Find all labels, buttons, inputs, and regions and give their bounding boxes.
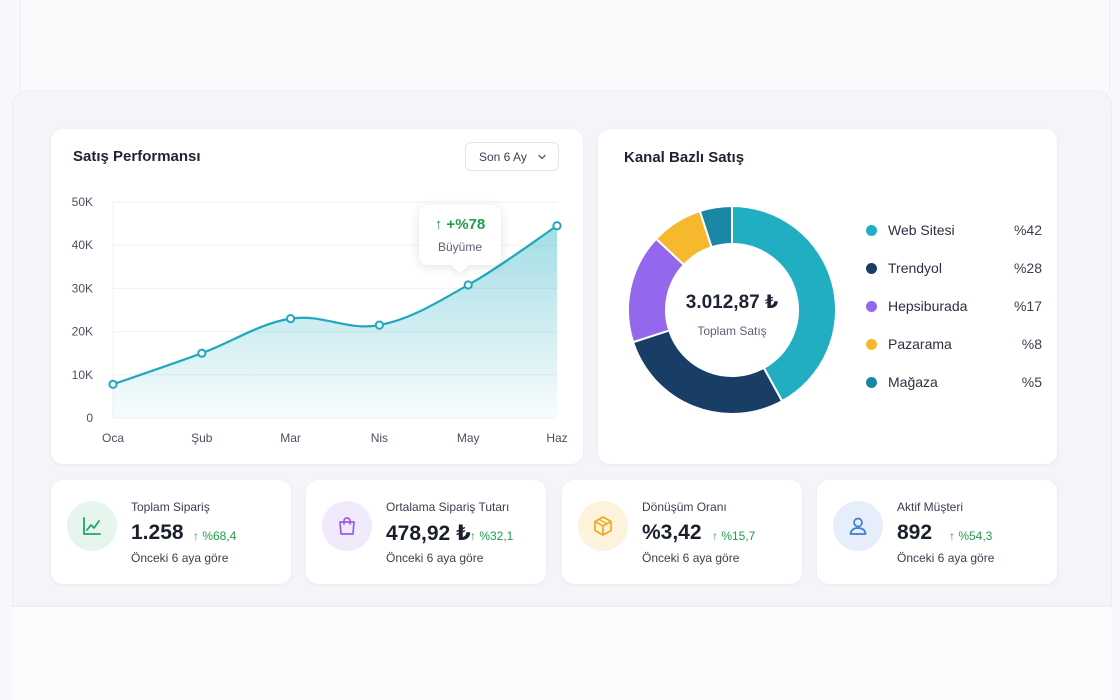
stat-icon-bg — [322, 501, 372, 551]
donut-slice-trendyol[interactable] — [631, 329, 784, 415]
stat-card-total-orders: Toplam Sipariş 1.258 ↑ %68,4 Önceki 6 ay… — [51, 480, 291, 584]
shopping-bag-icon — [339, 517, 355, 535]
stat-label: Dönüşüm Oranı — [642, 500, 727, 514]
stat-icon-bg — [833, 501, 883, 551]
data-point[interactable] — [552, 221, 562, 231]
y-tick-label: 50K — [72, 195, 93, 209]
legend-percent: %17 — [1013, 298, 1042, 314]
legend-percent: %5 — [1021, 374, 1042, 390]
x-tick-label: Mar — [280, 431, 301, 445]
y-tick-label: 20K — [72, 325, 93, 339]
stat-change: ↑ %15,7 — [712, 529, 756, 543]
legend-dot — [866, 263, 877, 274]
legend-label: Hepsiburada — [888, 298, 968, 314]
sales-performance-card: 0 10K 20K 30K 40K 50K Oca Şub Mar Nis May Haz Satış… — [51, 129, 583, 464]
y-tick-label: 10K — [72, 368, 93, 382]
stat-value: 1.258 — [131, 521, 184, 544]
legend-dot — [866, 225, 877, 236]
legend-percent: %28 — [1013, 260, 1042, 276]
legend-label: Trendyol — [888, 260, 942, 276]
growth-label: Büyüme — [437, 240, 483, 254]
period-dropdown[interactable]: Son 6 Ay — [465, 142, 559, 171]
user-icon — [849, 517, 867, 535]
stat-icon-bg — [578, 501, 628, 551]
chevron-down-icon — [538, 154, 546, 159]
sales-area-fill — [113, 225, 557, 418]
donut-slice-mağaza[interactable] — [698, 204, 733, 249]
stat-label: Aktif Müşteri — [897, 500, 964, 514]
stat-card-active-customers: Aktif Müşteri 892 ↑ %54,3 Önceki 6 aya g… — [817, 480, 1057, 584]
stat-subtitle: Önceki 6 aya göre — [131, 551, 229, 565]
channel-donut-chart — [627, 204, 837, 415]
x-tick-label: Nis — [371, 431, 388, 445]
stat-change: ↑ %68,4 — [193, 529, 237, 543]
legend-dot — [866, 301, 877, 312]
sales-line-chart: 0 10K 20K 30K 40K 50K Oca Şub Mar Nis May Haz — [72, 195, 568, 445]
chart-line-icon — [83, 517, 101, 535]
legend-dot — [866, 377, 877, 388]
stat-card-avg-order-amount: Ortalama Sipariş Tutarı 478,92 ₺ ↑ %32,1… — [306, 480, 546, 584]
x-tick-label: May — [457, 431, 480, 445]
stat-value: %3,42 — [642, 521, 702, 544]
growth-value: ↑ +%78 — [434, 216, 486, 233]
box-icon — [594, 516, 612, 536]
stat-label: Toplam Sipariş — [131, 500, 210, 514]
period-dropdown-label: Son 6 Ay — [479, 149, 527, 164]
donut-slice-web-sitesi[interactable] — [731, 204, 837, 403]
stat-value: 478,92 ₺ — [386, 522, 471, 545]
legend-percent: %42 — [1013, 222, 1042, 238]
data-point[interactable] — [108, 379, 118, 389]
channel-card-title: Kanal Bazlı Satış — [624, 149, 745, 166]
stat-subtitle: Önceki 6 aya göre — [642, 551, 740, 565]
background-bottom — [12, 606, 1112, 700]
sales-card-title: Satış Performansı — [73, 148, 201, 165]
stat-card-conversion-rate: Dönüşüm Oranı %3,42 ↑ %15,7 Önceki 6 aya… — [562, 480, 802, 584]
legend-label: Pazarama — [888, 336, 952, 352]
x-tick-label: Haz — [546, 431, 567, 445]
data-point[interactable] — [374, 320, 384, 330]
stat-label: Ortalama Sipariş Tutarı — [386, 500, 510, 514]
legend-label: Web Sitesi — [888, 222, 955, 238]
stat-icon-bg — [67, 501, 117, 551]
y-tick-label: 40K — [72, 238, 93, 252]
legend-dot — [866, 339, 877, 350]
y-tick-label: 0 — [86, 411, 93, 425]
data-point[interactable] — [286, 314, 296, 324]
legend-label: Mağaza — [888, 374, 938, 390]
data-point[interactable] — [197, 348, 207, 358]
channel-legend: Web Sitesi %42 Trendyol %28 Hepsiburada %17 Pa… — [866, 217, 1042, 407]
legend-item[interactable]: Hepsiburada %17 — [866, 293, 1042, 331]
total-sales-label: Toplam Satış — [697, 324, 767, 338]
donut-center: 3.012,87 ₺ Toplam Satış — [632, 291, 832, 338]
legend-item[interactable]: Web Sitesi %42 — [866, 217, 1042, 255]
data-point[interactable] — [463, 280, 473, 290]
growth-tooltip: ↑ +%78 Büyüme — [419, 205, 501, 265]
legend-percent: %8 — [1021, 336, 1042, 352]
background-top — [20, 0, 1110, 92]
legend-item[interactable]: Trendyol %28 — [866, 255, 1042, 293]
stat-value: 892 — [897, 521, 933, 544]
channel-sales-card: Kanal Bazlı Satış 3.012,87 ₺ Toplam Satı… — [598, 129, 1057, 464]
total-sales-value: 3.012,87 ₺ — [685, 292, 779, 313]
stat-change: ↑ %32,1 — [470, 529, 514, 543]
y-tick-label: 30K — [72, 281, 93, 295]
stat-change: ↑ %54,3 — [949, 529, 993, 543]
stat-subtitle: Önceki 6 aya göre — [386, 551, 484, 565]
legend-item[interactable]: Pazarama %8 — [866, 331, 1042, 369]
legend-item[interactable]: Mağaza %5 — [866, 369, 1042, 407]
x-tick-label: Şub — [191, 431, 213, 445]
x-tick-label: Oca — [102, 431, 124, 445]
stat-subtitle: Önceki 6 aya göre — [897, 551, 995, 565]
sales-line — [112, 224, 558, 386]
